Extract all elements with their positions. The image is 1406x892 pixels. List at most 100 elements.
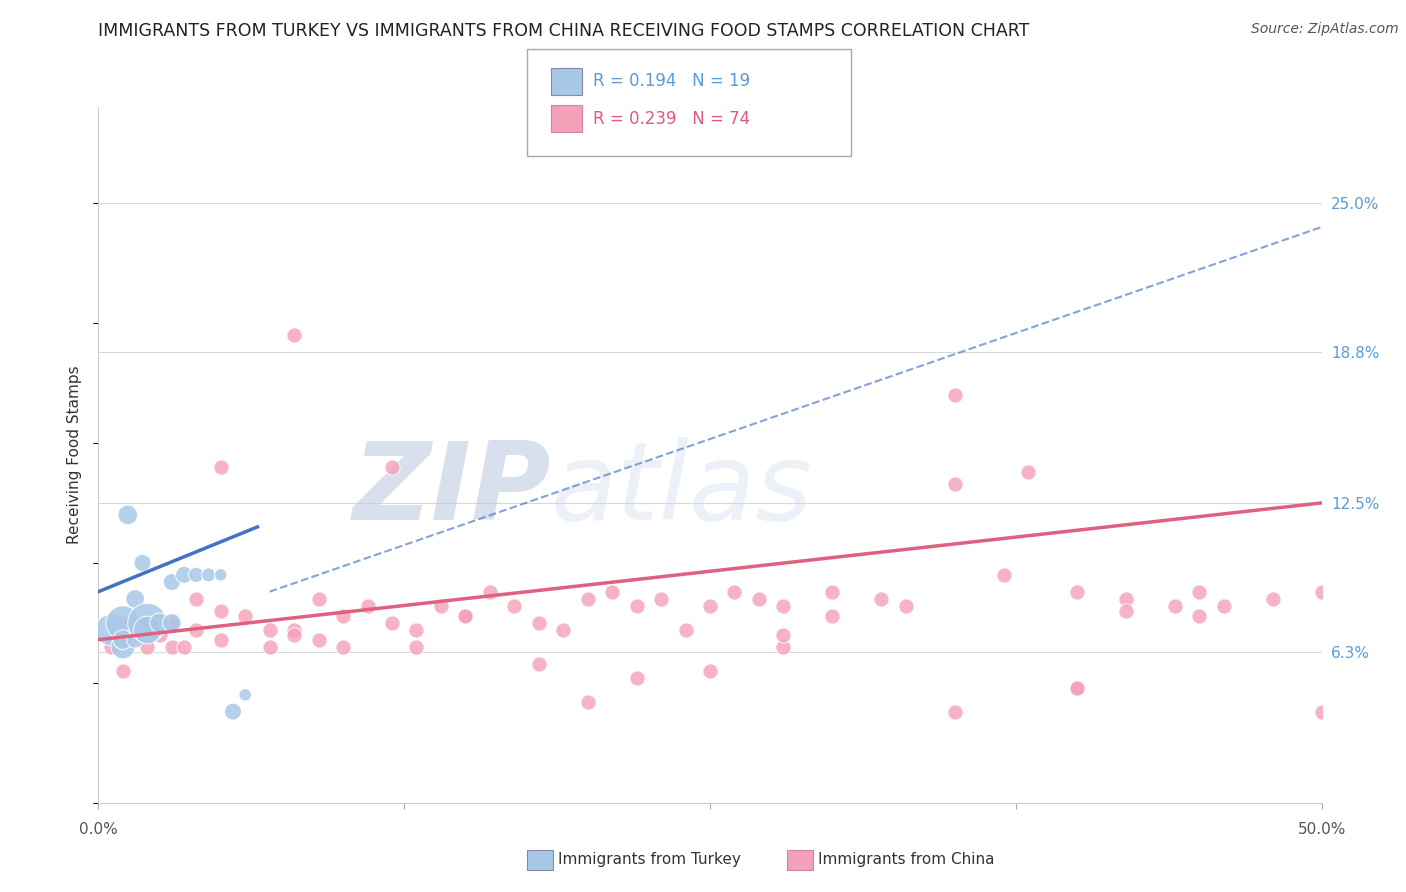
- Point: [186, 591, 208, 606]
- Point: [100, 640, 122, 654]
- Y-axis label: Receiving Food Stamps: Receiving Food Stamps: [67, 366, 83, 544]
- Point: [131, 556, 153, 570]
- Point: [772, 599, 794, 613]
- Point: [381, 459, 404, 474]
- Point: [149, 615, 172, 630]
- Point: [748, 591, 770, 606]
- Point: [124, 628, 146, 642]
- Point: [308, 632, 330, 647]
- Point: [136, 615, 159, 630]
- Point: [1261, 591, 1284, 606]
- Point: [943, 388, 966, 402]
- Point: [136, 640, 159, 654]
- Point: [136, 623, 159, 637]
- Point: [576, 591, 599, 606]
- Point: [209, 459, 232, 474]
- Point: [943, 476, 966, 491]
- Point: [160, 640, 183, 654]
- Point: [1310, 705, 1333, 719]
- Point: [1115, 604, 1137, 618]
- Point: [259, 640, 281, 654]
- Point: [405, 623, 427, 637]
- Text: Immigrants from China: Immigrants from China: [818, 853, 995, 867]
- Point: [527, 657, 550, 671]
- Point: [553, 623, 575, 637]
- Point: [186, 567, 208, 582]
- Point: [1310, 584, 1333, 599]
- Point: [1066, 681, 1088, 695]
- Text: Immigrants from Turkey: Immigrants from Turkey: [558, 853, 741, 867]
- Text: IMMIGRANTS FROM TURKEY VS IMMIGRANTS FROM CHINA RECEIVING FOOD STAMPS CORRELATIO: IMMIGRANTS FROM TURKEY VS IMMIGRANTS FRO…: [98, 22, 1029, 40]
- Point: [111, 632, 134, 647]
- Point: [626, 671, 648, 685]
- Point: [405, 640, 427, 654]
- Point: [111, 615, 134, 630]
- Point: [381, 615, 404, 630]
- Point: [503, 599, 526, 613]
- Point: [259, 623, 281, 637]
- Point: [870, 591, 893, 606]
- Point: [332, 640, 354, 654]
- Point: [454, 608, 477, 623]
- Point: [160, 615, 183, 630]
- Point: [197, 567, 219, 582]
- Point: [117, 508, 139, 522]
- Point: [699, 599, 721, 613]
- Point: [107, 632, 129, 647]
- Point: [527, 615, 550, 630]
- Point: [1212, 599, 1234, 613]
- Point: [576, 695, 599, 709]
- Point: [723, 584, 745, 599]
- Point: [993, 567, 1015, 582]
- Point: [430, 599, 453, 613]
- Point: [332, 608, 354, 623]
- Text: 50.0%: 50.0%: [1298, 822, 1346, 837]
- Point: [772, 640, 794, 654]
- Point: [1164, 599, 1187, 613]
- Point: [675, 623, 697, 637]
- Point: [160, 575, 183, 590]
- Point: [1115, 591, 1137, 606]
- Point: [356, 599, 378, 613]
- Point: [1066, 584, 1088, 599]
- Point: [124, 632, 146, 647]
- Point: [173, 567, 195, 582]
- Point: [1188, 584, 1211, 599]
- Point: [478, 584, 501, 599]
- Point: [1066, 681, 1088, 695]
- Point: [111, 640, 134, 654]
- Point: [283, 628, 305, 642]
- Text: 0.0%: 0.0%: [79, 822, 118, 837]
- Point: [111, 664, 134, 678]
- Text: ZIP: ZIP: [353, 437, 551, 542]
- Point: [943, 705, 966, 719]
- Point: [149, 628, 172, 642]
- Point: [821, 584, 844, 599]
- Point: [600, 584, 623, 599]
- Text: R = 0.194   N = 19: R = 0.194 N = 19: [593, 72, 751, 90]
- Text: atlas: atlas: [551, 437, 813, 542]
- Point: [454, 608, 477, 623]
- Point: [283, 328, 305, 343]
- Point: [1017, 465, 1039, 479]
- Point: [209, 604, 232, 618]
- Point: [222, 705, 245, 719]
- Point: [233, 688, 256, 702]
- Point: [136, 615, 159, 630]
- Point: [821, 608, 844, 623]
- Point: [626, 599, 648, 613]
- Point: [111, 615, 134, 630]
- Point: [233, 608, 256, 623]
- Point: [186, 623, 208, 637]
- Point: [650, 591, 672, 606]
- Point: [699, 664, 721, 678]
- Point: [1188, 608, 1211, 623]
- Point: [173, 640, 195, 654]
- Point: [124, 591, 146, 606]
- Point: [772, 628, 794, 642]
- Text: R = 0.239   N = 74: R = 0.239 N = 74: [593, 110, 751, 128]
- Point: [209, 567, 232, 582]
- Point: [283, 623, 305, 637]
- Point: [308, 591, 330, 606]
- Text: Source: ZipAtlas.com: Source: ZipAtlas.com: [1251, 22, 1399, 37]
